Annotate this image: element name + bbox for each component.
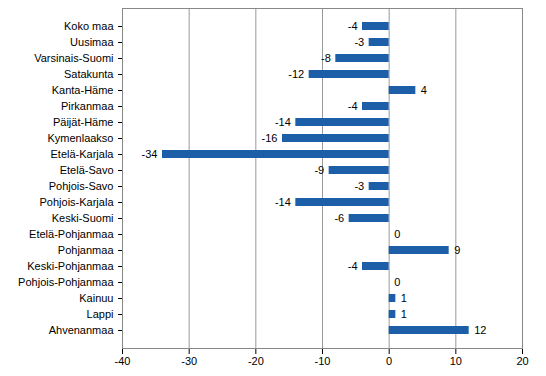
svg-text:9: 9 [454, 244, 460, 256]
svg-text:Keski-Suomi: Keski-Suomi [52, 212, 114, 224]
svg-text:0: 0 [394, 276, 400, 288]
svg-text:-9: -9 [314, 164, 324, 176]
svg-text:Varsinais-Suomi: Varsinais-Suomi [34, 52, 113, 64]
svg-text:Satakunta: Satakunta [64, 68, 114, 80]
svg-text:-6: -6 [334, 212, 344, 224]
svg-text:Etelä-Karjala: Etelä-Karjala [51, 148, 115, 160]
svg-text:-40: -40 [115, 355, 131, 367]
svg-text:-4: -4 [348, 260, 358, 272]
svg-text:10: 10 [450, 355, 462, 367]
svg-text:-20: -20 [248, 355, 264, 367]
svg-text:-14: -14 [275, 196, 291, 208]
svg-text:Uusimaa: Uusimaa [70, 36, 114, 48]
svg-text:Ahvenanmaa: Ahvenanmaa [49, 324, 115, 336]
svg-text:0: 0 [394, 228, 400, 240]
svg-text:Lappi: Lappi [87, 308, 114, 320]
svg-text:Pohjois-Savo: Pohjois-Savo [49, 180, 114, 192]
svg-text:20: 20 [516, 355, 528, 367]
svg-text:Keski-Pohjanmaa: Keski-Pohjanmaa [27, 260, 114, 272]
svg-text:-12: -12 [288, 68, 304, 80]
svg-text:-4: -4 [348, 100, 358, 112]
svg-text:Kanta-Häme: Kanta-Häme [52, 84, 114, 96]
svg-text:Pohjois-Karjala: Pohjois-Karjala [40, 196, 115, 208]
svg-text:Pohjanmaa: Pohjanmaa [58, 244, 115, 256]
svg-text:-3: -3 [354, 180, 364, 192]
svg-text:Päijät-Häme: Päijät-Häme [53, 116, 114, 128]
svg-text:-4: -4 [348, 20, 358, 32]
svg-text:4: 4 [421, 84, 427, 96]
svg-text:0: 0 [386, 355, 392, 367]
svg-text:-14: -14 [275, 116, 291, 128]
svg-text:Kainuu: Kainuu [79, 292, 113, 304]
svg-text:Etelä-Savo: Etelä-Savo [60, 164, 114, 176]
svg-text:-16: -16 [262, 132, 278, 144]
svg-text:-3: -3 [354, 36, 364, 48]
svg-text:1: 1 [401, 308, 407, 320]
svg-text:Pohjois-Pohjanmaa: Pohjois-Pohjanmaa [18, 276, 114, 288]
svg-text:Koko maa: Koko maa [64, 20, 114, 32]
svg-text:1: 1 [401, 292, 407, 304]
svg-text:12: 12 [474, 324, 486, 336]
svg-text:Pirkanmaa: Pirkanmaa [61, 100, 114, 112]
svg-text:Kymenlaakso: Kymenlaakso [47, 132, 113, 144]
svg-text:-8: -8 [321, 52, 331, 64]
svg-text:-30: -30 [181, 355, 197, 367]
svg-text:-34: -34 [142, 148, 158, 160]
svg-text:Etelä-Pohjanmaa: Etelä-Pohjanmaa [29, 228, 114, 240]
svg-text:-10: -10 [315, 355, 331, 367]
